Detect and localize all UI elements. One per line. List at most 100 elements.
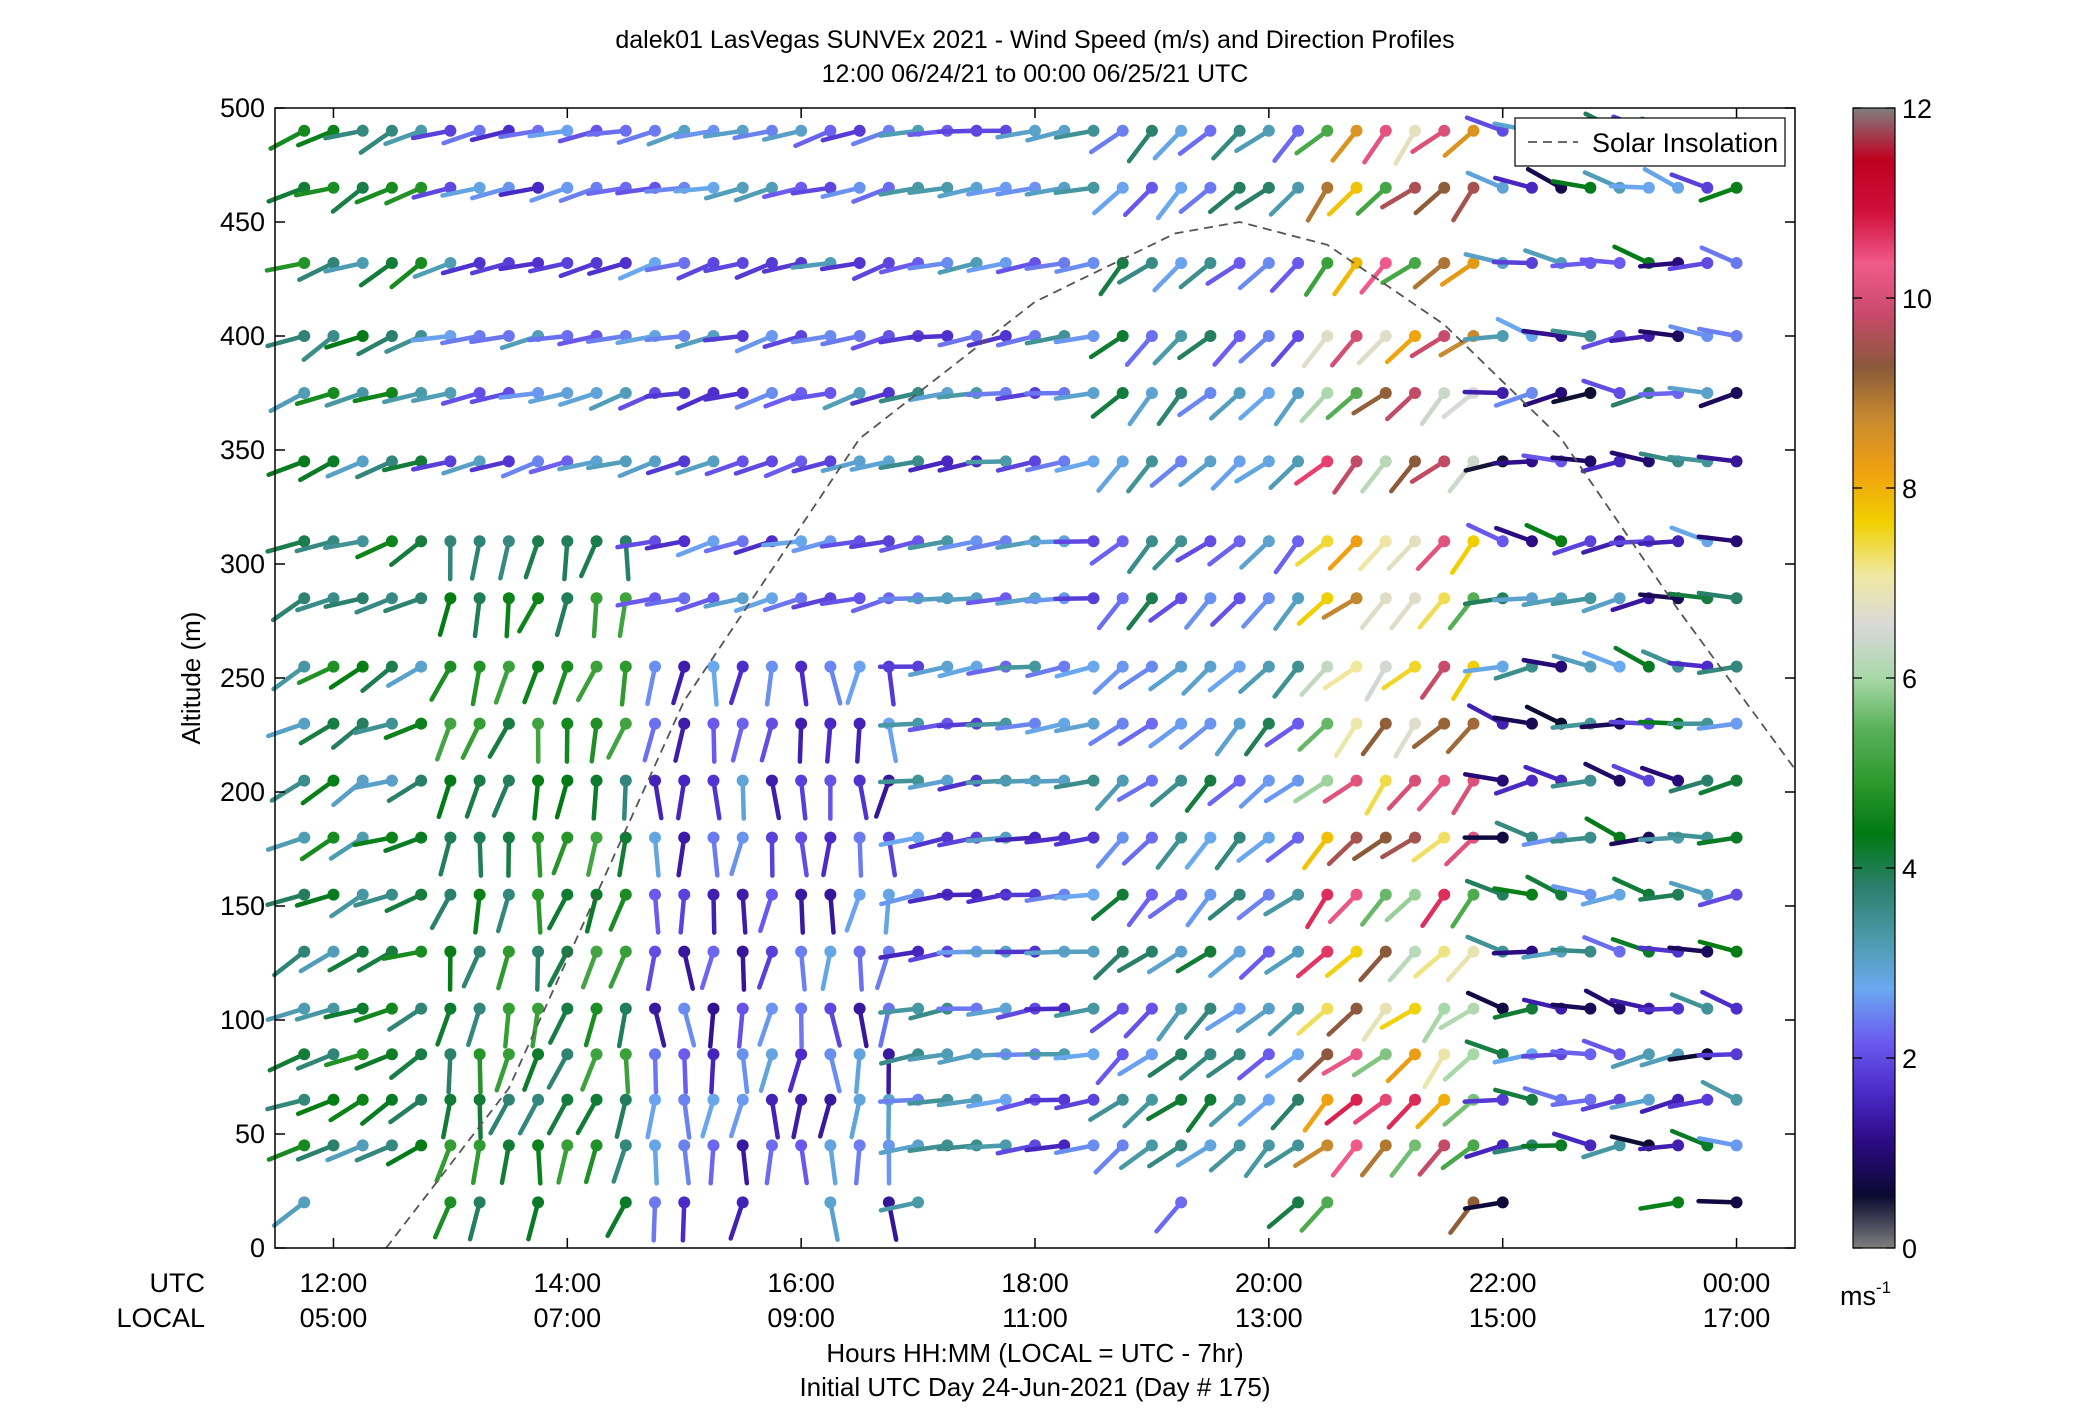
wind-barb-dot [970, 257, 983, 270]
wind-barb-dot [1233, 945, 1246, 958]
wind-barb-shaft [264, 260, 307, 273]
wind-barb-shaft [680, 1200, 687, 1243]
wind-barb-dot [1438, 181, 1451, 194]
wind-barb [523, 535, 545, 580]
wind-barb [444, 535, 457, 582]
wind-barb-dot [678, 1139, 691, 1152]
wind-barb-dot [1116, 181, 1129, 194]
wind-barb [1053, 888, 1100, 901]
wind-barb [619, 774, 632, 821]
wind-barb-shaft [700, 1097, 716, 1139]
wind-barb-dot [1116, 592, 1129, 605]
wind-barb-dot [1145, 1139, 1158, 1152]
wind-barb [1698, 181, 1743, 203]
wind-barb [1389, 455, 1421, 494]
wind-barb-shaft [617, 260, 658, 281]
y-tick-label: 500 [220, 93, 265, 123]
wind-barb [299, 831, 340, 862]
wind-barb-shaft [907, 664, 950, 678]
wind-barb [614, 1093, 632, 1139]
wind-barb-shaft [578, 538, 599, 579]
wind-barb-shaft [1462, 772, 1505, 783]
wind-barb [1581, 1139, 1626, 1160]
wind-barb [552, 660, 574, 705]
wind-barb-dot [1379, 387, 1392, 399]
wind-barb-shaft [1326, 835, 1359, 867]
wind-barb-dot [1292, 1048, 1305, 1061]
wind-barb-shaft [270, 595, 307, 623]
wind-barb [703, 181, 749, 201]
wind-barb-dot [1292, 660, 1305, 673]
wind-barb-shaft [1238, 778, 1272, 809]
wind-barb-shaft [354, 185, 395, 205]
wind-barb-dot [1087, 535, 1100, 548]
wind-barb-shaft [496, 949, 512, 991]
wind-barb-dot [1233, 124, 1246, 137]
wind-barb-dot [473, 181, 486, 194]
wind-barb [437, 592, 457, 638]
wind-barb [1445, 717, 1480, 755]
wind-barb-shaft [652, 1051, 659, 1095]
wind-barb-shaft [736, 1006, 745, 1049]
wind-barb-dot [1262, 455, 1275, 468]
wind-barb-dot [678, 257, 691, 270]
wind-barb-dot [853, 888, 866, 901]
wind-barb-shaft [1491, 949, 1535, 956]
wind-barb-shaft [1494, 525, 1535, 544]
wind-barb-shaft [1327, 892, 1359, 925]
wind-barb [1094, 774, 1129, 812]
wind-barb-shaft [551, 835, 570, 876]
wind-barb-dot [1350, 330, 1363, 342]
wind-barb-dot [1584, 1139, 1597, 1152]
wind-barb [845, 660, 866, 705]
wind-barb-dot [356, 717, 369, 730]
wind-barb [1462, 1196, 1509, 1211]
wind-barb-dot [824, 181, 837, 194]
wind-barb-shaft [1263, 778, 1301, 804]
wind-barb-shaft [1409, 459, 1447, 484]
wind-barb-shaft [764, 664, 775, 707]
wind-barb-shaft [907, 390, 950, 403]
wind-barb [578, 535, 603, 579]
wind-barb [1357, 535, 1392, 572]
wind-barb-dot [1116, 124, 1129, 137]
wind-barb-dot [1321, 535, 1334, 548]
wind-barb-shaft [757, 949, 775, 990]
wind-barb-shaft [995, 333, 1038, 348]
wind-barb-shaft [1353, 1097, 1389, 1125]
wind-barb [1667, 257, 1714, 272]
legend-solar-label: Solar Insolation [1592, 128, 1778, 158]
wind-barb [1263, 888, 1305, 917]
wind-barb-dot [795, 774, 808, 787]
wind-barb-shaft [857, 835, 864, 878]
wind-barb-shaft [1583, 761, 1622, 783]
wind-barb [441, 455, 486, 476]
wind-barb-dot [941, 455, 954, 468]
wind-barb [1089, 535, 1129, 566]
wind-barb-dot [912, 1002, 925, 1015]
wind-barb-dot [1233, 774, 1246, 787]
wind-barb-shaft [1207, 892, 1242, 921]
wind-barb [271, 1196, 311, 1228]
wind-barb-shaft [1053, 333, 1096, 345]
wind-barb-shaft [675, 778, 687, 821]
wind-barb [1294, 124, 1334, 156]
wind-barb-dot [590, 1002, 603, 1015]
wind-barb-shaft [1301, 333, 1330, 369]
wind-barb-dot [1262, 592, 1275, 605]
x-tick-label-utc: 22:00 [1469, 1268, 1537, 1298]
wind-barb-dot [1116, 455, 1129, 468]
wind-barb [699, 945, 720, 991]
wind-barb [853, 717, 866, 764]
wind-barb-dot [678, 330, 691, 342]
wind-barb-dot [1409, 1139, 1421, 1152]
wind-barb-dot [1116, 330, 1129, 342]
wind-barb-dot [1672, 1139, 1685, 1152]
wind-barb-dot [1087, 888, 1100, 901]
wind-barb-dot [1584, 831, 1597, 844]
wind-barb-shaft [440, 260, 482, 276]
wind-barb-dot [1409, 387, 1421, 399]
wind-barb-shaft [1444, 835, 1476, 867]
wind-barb-dot [1087, 455, 1100, 468]
wind-barb [1147, 1048, 1188, 1078]
